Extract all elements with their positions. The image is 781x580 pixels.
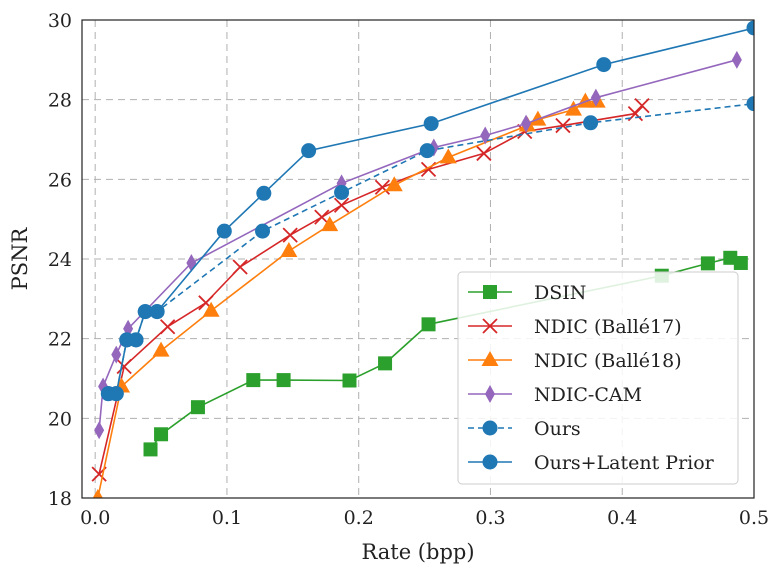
data-point-dsin (190, 400, 205, 415)
data-point-ndic-ball-18 (385, 176, 403, 192)
legend-label: DSIN (534, 282, 586, 304)
data-point-dsin (342, 373, 357, 388)
legend-item-ours: Ours (468, 418, 581, 440)
data-point-ndic-ball-17 (555, 117, 571, 134)
data-point-ndic-cam (731, 50, 742, 69)
legend-item-ndic-cam: NDIC-CAM (468, 384, 642, 406)
data-point-ndic-ball-18 (152, 341, 170, 357)
data-point-ndic-ball-17 (634, 98, 650, 114)
data-point-ndic-ball-17 (333, 197, 350, 213)
data-point-ours-latent-prior (108, 386, 124, 402)
series-ndic-ball-17 (91, 98, 650, 482)
legend-marker-diamond-icon (485, 385, 495, 403)
data-point-ndic-cam (111, 345, 122, 364)
data-point-ndic-ball-18 (202, 301, 220, 317)
data-point-ndic-ball-17 (160, 319, 176, 335)
legend-label: NDIC-CAM (534, 384, 642, 406)
data-point-ours-latent-prior (149, 304, 165, 320)
x-tick-label: 0.3 (475, 507, 505, 529)
x-tick-label: 0.0 (80, 507, 110, 529)
data-point-ours-latent-prior (301, 143, 317, 159)
x-tick-label: 0.2 (344, 507, 374, 529)
series-layer (91, 20, 754, 498)
data-point-ours (255, 223, 271, 239)
series-line-ours-latent-prior (108, 27, 754, 395)
x-tick-label: 0.5 (739, 507, 769, 529)
data-point-ours (583, 115, 599, 131)
data-point-ndic-ball-17 (314, 209, 330, 225)
legend-box (457, 271, 739, 485)
data-point-dsin (276, 373, 291, 388)
x-tick-label: 0.1 (212, 507, 242, 529)
legend-item-ours-latent-prior: Ours+Latent Prior (468, 452, 715, 474)
data-point-ndic-ball-18 (439, 148, 457, 164)
y-axis-label: PSNR (8, 226, 32, 290)
data-point-ours (746, 96, 754, 112)
data-point-ndic-ball-17 (116, 358, 132, 375)
legend-marker-triangle-icon (481, 351, 499, 366)
data-point-ndic-ball-18 (92, 489, 103, 498)
data-point-ndic-cam (590, 88, 601, 107)
y-tick-label: 20 (48, 408, 72, 430)
data-point-ours-latent-prior (256, 185, 272, 201)
y-tick-label: 24 (48, 249, 72, 271)
data-point-ours (334, 184, 350, 200)
legend-item-ndic-ball-18: NDIC (Ballé18) (468, 350, 682, 372)
data-point-ndic-cam (521, 114, 532, 133)
data-point-dsin (700, 256, 715, 271)
legend-item-dsin: DSIN (468, 282, 586, 304)
data-point-ndic-cam (186, 253, 197, 272)
data-point-dsin (246, 373, 261, 388)
x-tick-label: 0.4 (607, 507, 637, 529)
data-point-ndic-ball-17 (476, 145, 492, 162)
x-axis-label: Rate (bpp) (361, 540, 474, 564)
plot-frame (81, 19, 755, 499)
data-point-ours (419, 143, 435, 159)
y-tick-label: 18 (48, 488, 72, 510)
data-point-ours-latent-prior (423, 116, 439, 132)
tick-layer: 0.0 0.1 0.2 0.3 0.4 0.5 18 20 22 24 26 28 30 (48, 10, 769, 529)
data-point-ndic-cam (94, 421, 105, 440)
data-point-dsin (733, 255, 748, 270)
data-point-ours-latent-prior (216, 223, 232, 239)
data-point-ours-latent-prior (128, 332, 144, 348)
data-point-ndic-ball-18 (529, 110, 547, 126)
data-point-dsin (143, 442, 158, 457)
data-point-ours-latent-prior (596, 57, 612, 73)
data-point-dsin (154, 427, 169, 442)
data-point-ndic-ball-18 (564, 100, 582, 116)
data-point-dsin (723, 250, 738, 265)
series-ours-latent-prior (100, 20, 754, 402)
data-point-dsin (421, 317, 436, 332)
legend: DSIN NDIC (Ballé17) NDIC (Ballé18) NDIC-CAM… (457, 271, 739, 485)
legend-marker-circle-icon (482, 454, 498, 470)
y-tick-label: 22 (48, 329, 72, 351)
y-tick-label: 30 (48, 10, 72, 32)
legend-label: Ours+Latent Prior (534, 452, 715, 474)
data-point-ndic-ball-18 (321, 216, 339, 232)
y-tick-label: 28 (48, 90, 72, 112)
legend-item-ndic-ball-17: NDIC (Ballé17) (468, 316, 682, 338)
data-point-ndic-ball-17 (374, 179, 391, 195)
y-tick-label: 26 (48, 169, 72, 191)
data-point-ndic-ball-17 (282, 227, 298, 243)
data-point-dsin (378, 356, 393, 371)
legend-marker-square-icon (483, 285, 497, 299)
legend-label: Ours (534, 418, 581, 440)
data-point-ndic-ball-17 (232, 259, 248, 275)
data-point-ndic-ball-18 (280, 242, 298, 258)
legend-marker-x-icon (482, 318, 498, 334)
legend-marker-circle-icon (482, 420, 498, 436)
legend-label: NDIC (Ballé18) (534, 350, 682, 372)
data-point-ours-latent-prior (137, 304, 153, 320)
data-point-ours-latent-prior (746, 20, 754, 36)
legend-label: NDIC (Ballé17) (534, 316, 682, 338)
